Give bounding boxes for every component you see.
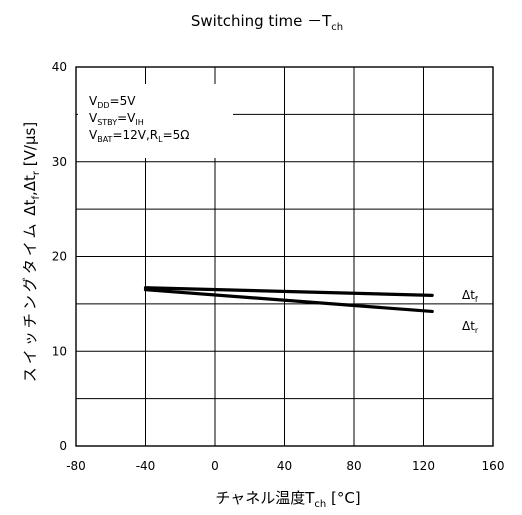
x-tick-label: 80 — [346, 459, 361, 473]
x-axis-label-sub: ch — [314, 499, 326, 510]
chart-title-main: Switching time — [191, 12, 307, 30]
conditions-box — [78, 84, 233, 158]
y-axis-label-jp: スイッチングタイム — [21, 220, 39, 382]
x-tick-label: 0 — [211, 459, 219, 473]
series-label: Δtf — [462, 288, 478, 304]
x-axis-label-unit: [°C] — [326, 489, 360, 507]
condition-line: VDD=5V — [89, 94, 136, 110]
x-tick-label: 40 — [277, 459, 292, 473]
y-axis-label: スイッチングタイム Δtf,Δtr [V/μs] — [21, 122, 42, 382]
x-axis-label-main: チャネル温度T — [215, 489, 315, 507]
chart-title-dash: － — [307, 12, 322, 30]
series-line — [143, 286, 434, 297]
x-tick-label: -80 — [66, 459, 86, 473]
chart-title-var: T — [321, 12, 332, 30]
y-axis-label-unit: [V/μs] — [21, 122, 39, 171]
plot-frame — [75, 66, 494, 447]
x-tick-label: 160 — [482, 459, 505, 473]
y-tick-label: 0 — [59, 439, 67, 453]
condition-line: VBAT=12V,RL=5Ω — [89, 128, 189, 144]
svg-text:スイッチングタイム Δtf,Δtr [V/μs]: スイッチングタイム Δtf,Δtr [V/μs] — [21, 122, 42, 382]
y-tick-label: 10 — [52, 344, 67, 358]
y-axis-label-d1: Δt — [21, 199, 39, 215]
y-axis-label-s1: f — [31, 196, 42, 200]
x-tick-labels: -80 -40 0 40 80 120 160 — [66, 459, 504, 473]
y-tick-label: 30 — [52, 155, 67, 169]
series-lines — [143, 286, 434, 314]
series-labels: Δtf Δtr — [462, 288, 479, 335]
condition-line: VSTBY=VIH — [89, 111, 144, 127]
chart-title: Switching time －Tch — [191, 12, 343, 33]
x-tick-label: 120 — [412, 459, 435, 473]
grid — [75, 66, 494, 447]
y-axis-label-comma: ,Δt — [21, 175, 39, 196]
chart-title-sub: ch — [331, 22, 343, 33]
x-tick-label: -40 — [136, 459, 156, 473]
y-tick-labels: 0 10 20 30 40 — [52, 60, 67, 453]
y-tick-label: 20 — [52, 250, 67, 264]
y-tick-label: 40 — [52, 60, 67, 74]
y-axis-label-s2: r — [31, 170, 42, 175]
series-line — [143, 288, 434, 314]
x-axis-label: チャネル温度Tch [°C] — [215, 489, 360, 510]
series-label: Δtr — [462, 319, 479, 335]
